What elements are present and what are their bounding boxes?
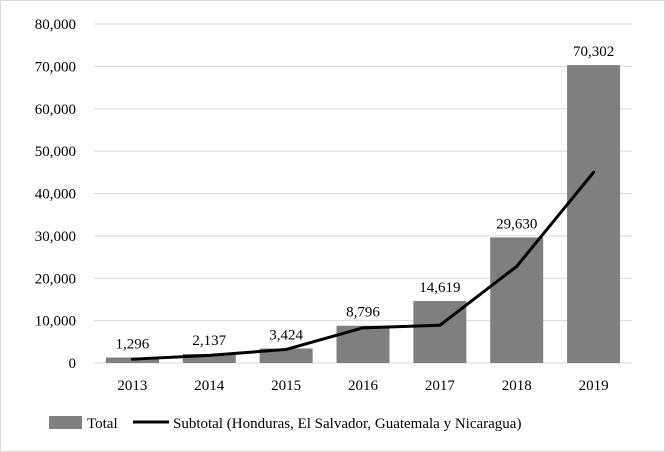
y-tick-label: 10,000 <box>35 314 76 330</box>
bar-total-2014 <box>182 353 236 363</box>
legend-label-total: Total <box>87 416 118 432</box>
y-tick-label: 40,000 <box>35 187 76 203</box>
y-tick-label: 0 <box>69 356 77 372</box>
y-tick-label: 60,000 <box>35 102 76 118</box>
bar-total-2015 <box>259 348 313 363</box>
data-label-2018: 29,630 <box>496 216 537 232</box>
y-tick-label: 20,000 <box>35 271 76 287</box>
legend: Total Subtotal (Honduras, El Salvador, G… <box>49 416 521 432</box>
x-axis-ticks: 2013 2014 2015 2016 2017 2018 2019 <box>117 378 608 394</box>
data-label-2017: 14,619 <box>419 280 460 296</box>
bar-total-2016 <box>336 325 390 363</box>
x-tick-label-2019: 2019 <box>579 378 609 394</box>
legend-swatch-total <box>49 416 82 429</box>
bars-total <box>105 65 621 363</box>
data-label-2019: 70,302 <box>573 44 614 60</box>
y-tick-label: 50,000 <box>35 144 76 160</box>
line-subtotal <box>130 170 596 361</box>
x-tick-label-2018: 2018 <box>502 378 532 394</box>
y-axis-ticks: 0 10,000 20,000 30,000 40,000 50,000 60,000 70,… <box>35 17 76 372</box>
y-tick-label: 80,000 <box>35 17 76 33</box>
x-tick-label-2017: 2017 <box>425 378 456 394</box>
x-tick-label-2013: 2013 <box>117 378 147 394</box>
y-tick-label: 70,000 <box>35 59 76 75</box>
x-tick-label-2016: 2016 <box>348 378 379 394</box>
data-label-2014: 2,137 <box>192 333 226 349</box>
bar-total-2019 <box>567 65 621 363</box>
bar-total-2018 <box>490 237 544 363</box>
data-label-2013: 1,296 <box>116 337 150 353</box>
x-tick-label-2014: 2014 <box>194 378 225 394</box>
data-label-2015: 3,424 <box>269 327 303 343</box>
bar-data-labels: 1,296 2,137 3,424 8,796 14,619 29,630 70,302 <box>116 44 615 352</box>
data-label-2016: 8,796 <box>346 305 380 321</box>
x-tick-label-2015: 2015 <box>271 378 301 394</box>
y-tick-label: 30,000 <box>35 229 76 245</box>
legend-label-subtotal: Subtotal (Honduras, El Salvador, Guatema… <box>173 416 521 432</box>
